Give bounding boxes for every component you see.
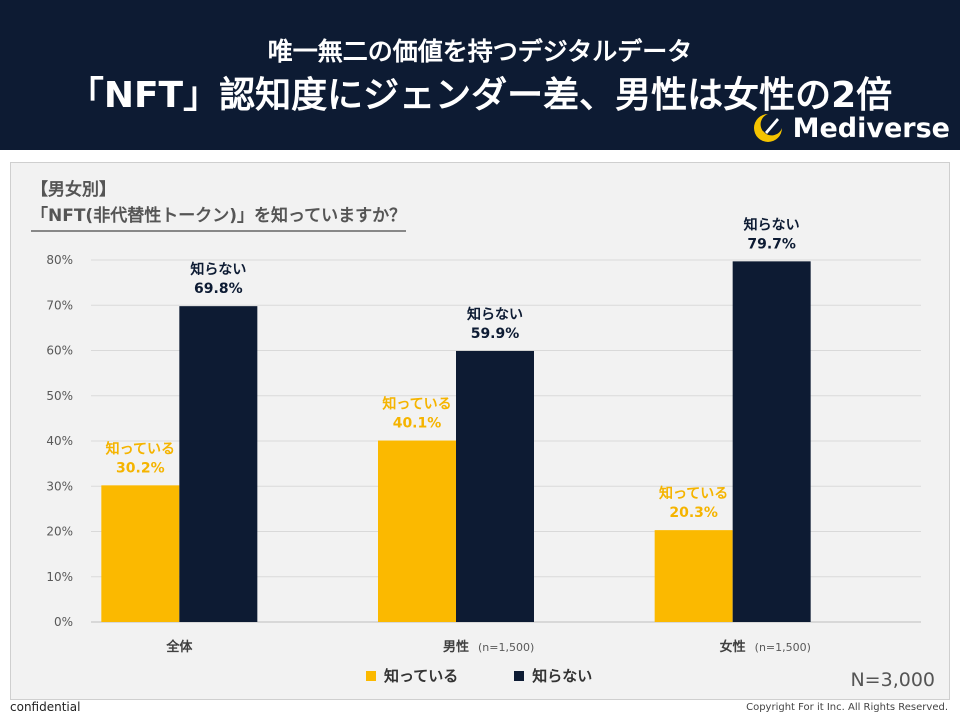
data-label-series: 知らない [744, 216, 800, 233]
header-banner: 唯一無二の価値を持つデジタルデータ 「NFT」認知度にジェンダー差、男性は女性の… [0, 0, 960, 150]
chart-heading-group: 【男女別】 [31, 180, 116, 200]
bar [101, 485, 180, 622]
rocket-moon-icon [753, 114, 782, 142]
x-category-note: (n=1,500) [755, 641, 811, 654]
confidential-label: confidential [10, 700, 81, 714]
data-label-series: 知らない [467, 306, 523, 323]
copyright-text: Copyright For it Inc. All Rights Reserve… [746, 702, 948, 713]
brand-logo: Mediverse [751, 110, 950, 146]
legend-label-unknown: 知らない [532, 667, 593, 685]
x-category-label: 全体 [165, 639, 193, 655]
y-tick-label: 10% [46, 570, 73, 584]
x-category-label: 女性 [720, 639, 746, 655]
data-label-series: 知っている [382, 396, 451, 413]
y-tick-label: 80% [46, 253, 73, 267]
bar-chart: 0% 10% 20% 30% 40% 50% 60% 70% 80% 知っている 30.2% 知らない… [46, 216, 921, 655]
y-tick-label: 70% [46, 298, 73, 312]
data-label-value: 79.7% [747, 236, 796, 252]
y-tick-label: 30% [46, 479, 73, 493]
y-tick-label: 40% [46, 434, 73, 448]
data-label-value: 30.2% [116, 460, 165, 476]
header-subtitle: 唯一無二の価値を持つデジタルデータ [267, 37, 693, 66]
data-label-value: 59.9% [471, 326, 520, 342]
legend-item-known: 知っている [366, 665, 458, 686]
data-label-series: 知っている [659, 485, 728, 502]
legend-swatch-known [366, 670, 376, 681]
header-title: 「NFT」認知度にジェンダー差、男性は女性の2倍 [67, 75, 893, 116]
data-label-value: 40.1% [393, 416, 442, 432]
bar [732, 261, 811, 622]
y-tick-label: 60% [46, 344, 73, 358]
y-tick-label: 0% [54, 615, 73, 629]
total-sample-size: N=3,000 [850, 669, 935, 691]
data-label-series: 知っている [106, 440, 175, 457]
bar [456, 350, 534, 622]
x-category-note: (n=1,500) [478, 641, 534, 654]
logo-text: Mediverse [792, 112, 950, 144]
bar [654, 530, 733, 622]
bar [179, 306, 258, 622]
data-label-value: 69.8% [194, 281, 243, 297]
legend-item-unknown: 知らない [514, 665, 592, 686]
legend-swatch-unknown [514, 670, 525, 681]
chart-panel: 0% 10% 20% 30% 40% 50% 60% 70% 80% 知っている 30.2% 知らない… [10, 162, 950, 700]
data-label-series: 知らない [190, 261, 246, 278]
data-label-value: 20.3% [669, 505, 718, 521]
legend-label-known: 知っている [384, 667, 459, 685]
x-category-label: 男性 [443, 639, 469, 655]
chart-heading: 【男女別】 「NFT(非代替性トークン)」を知っていますか？ [31, 177, 407, 232]
chart-question: 「NFT(非代替性トークン)」を知っていますか？ [31, 203, 407, 232]
bar [378, 440, 456, 622]
y-tick-label: 50% [46, 389, 73, 403]
y-tick-label: 20% [46, 525, 73, 539]
chart-legend: 知っている 知らない [366, 665, 592, 686]
